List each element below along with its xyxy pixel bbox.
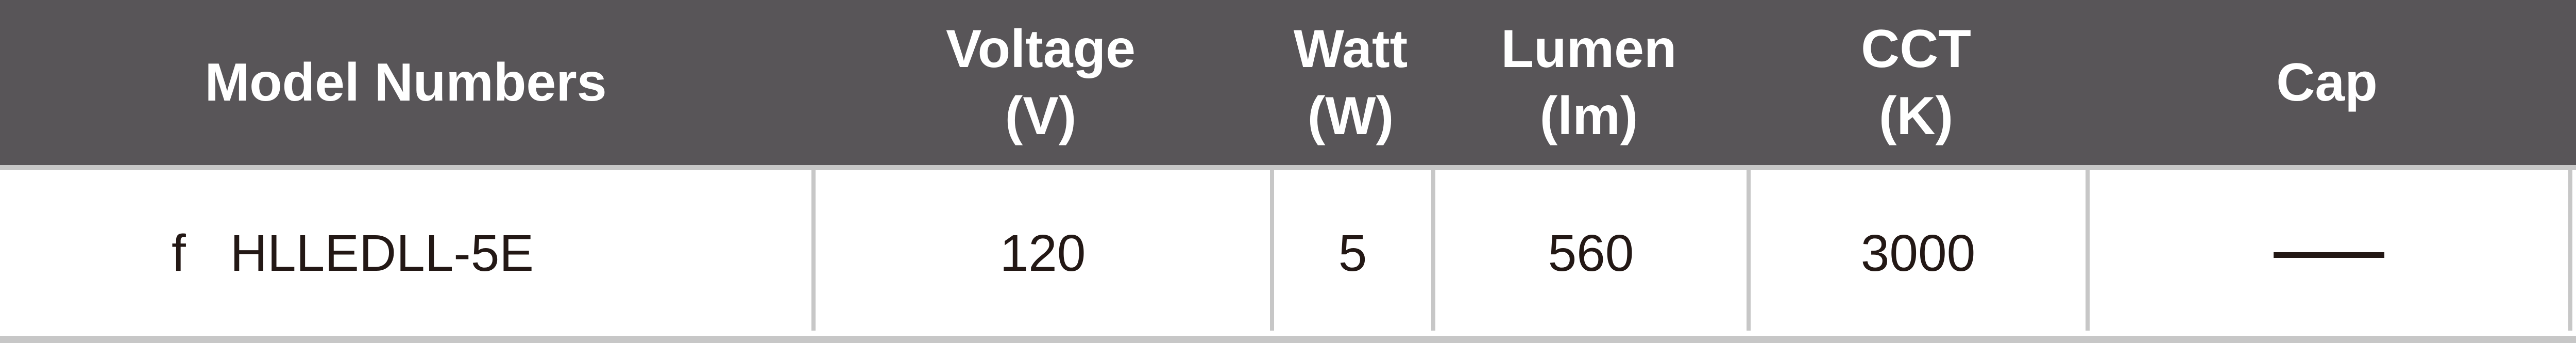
cell-voltage: 120 bbox=[811, 170, 1270, 331]
column-header-size: Size (mm) bbox=[2568, 0, 2576, 165]
column-header-cct: CCT (K) bbox=[1747, 0, 2086, 165]
column-label: CCT bbox=[1861, 19, 1971, 79]
table-row: f HLLEDLL-5E 120 5 560 3000 164*600 bbox=[0, 170, 2576, 331]
column-label: Voltage bbox=[946, 19, 1136, 79]
cell-model: f HLLEDLL-5E bbox=[0, 170, 811, 331]
column-sublabel: (V) bbox=[1005, 86, 1077, 146]
column-sublabel: (W) bbox=[1307, 86, 1394, 146]
column-sublabel: (lm) bbox=[1539, 86, 1638, 146]
column-label: Watt bbox=[1293, 19, 1408, 79]
cell-lumen: 560 bbox=[1431, 170, 1747, 331]
table-bottom-border bbox=[0, 336, 2576, 343]
long-dash-symbol bbox=[2274, 252, 2384, 258]
column-header-cap: Cap bbox=[2086, 0, 2568, 165]
column-label: Model Numbers bbox=[205, 53, 607, 112]
cell-size: 164*600 bbox=[2568, 170, 2576, 331]
cell-cap bbox=[2086, 170, 2568, 331]
column-header-voltage: Voltage (V) bbox=[811, 0, 1270, 165]
cell-watt: 5 bbox=[1270, 170, 1431, 331]
column-header-watt: Watt (W) bbox=[1270, 0, 1431, 165]
column-header-lumen: Lumen (lm) bbox=[1431, 0, 1747, 165]
column-label: Lumen bbox=[1501, 19, 1677, 79]
cell-cct: 3000 bbox=[1747, 170, 2086, 331]
table-header: Model Numbers Voltage (V) Watt (W) Lumen… bbox=[0, 0, 2576, 170]
column-label: Cap bbox=[2276, 53, 2378, 112]
model-prefix: f bbox=[172, 224, 186, 282]
column-header-model: Model Numbers bbox=[0, 0, 811, 165]
model-number: HLLEDLL-5E bbox=[230, 224, 534, 282]
column-sublabel: (K) bbox=[1878, 86, 1954, 146]
